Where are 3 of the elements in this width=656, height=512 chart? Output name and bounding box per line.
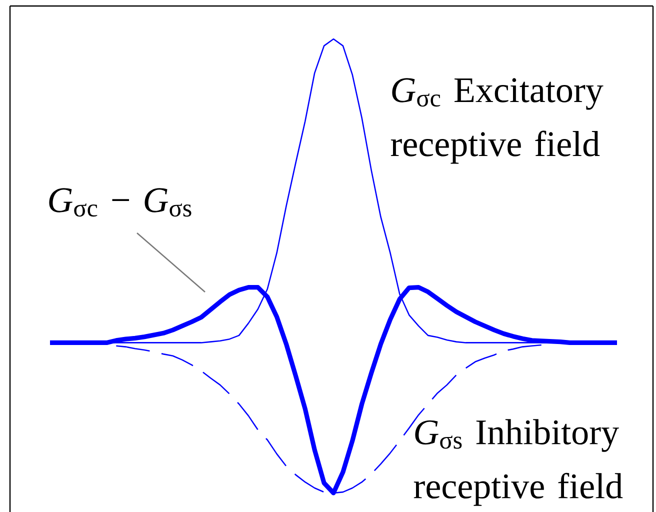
text: G$_{σc}$ − G$_{σs}$ (49, 188, 192, 217)
series-label: G$_{σs}$ Inhibitory receptive field (414, 419, 623, 506)
series-label: G$_{σc}$ Excitatory receptive field (390, 78, 604, 164)
